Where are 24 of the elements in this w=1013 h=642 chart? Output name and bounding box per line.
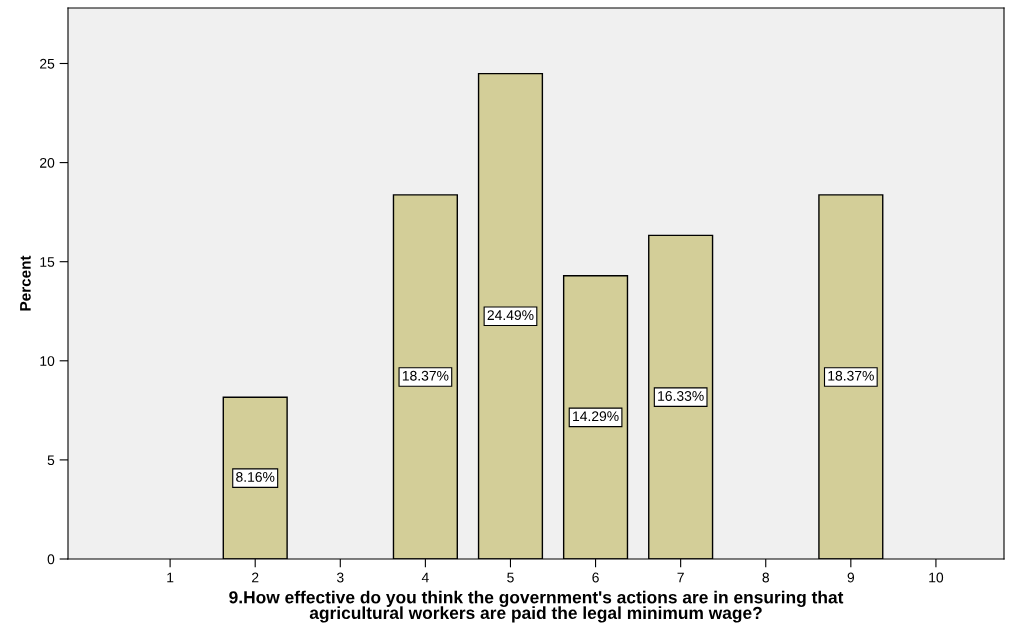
data-label: 18.37% [828,370,874,381]
data-label: 24.49% [487,310,534,321]
x-tick-label: 8 [762,572,769,583]
x-tick-label: 10 [929,572,944,583]
y-tick-label: 0 [47,554,55,565]
x-tick-label: 2 [252,572,259,583]
y-tick-label: 25 [40,58,55,69]
x-tick-label: 9 [847,572,855,583]
y-tick-label: 15 [40,257,55,267]
x-tick-label: 4 [421,572,429,583]
x-axis-title: 9.How effective do you think the government's actions are in ensuring that agricultural workers are paid the legal minimum wage? [229,590,844,623]
data-label: 18.37% [402,370,449,381]
data-label: 8.16% [236,472,275,482]
x-tick-label: 5 [507,572,514,583]
y-tick-label: 5 [47,455,55,466]
x-tick-label: 1 [167,572,174,583]
y-tick-label: 20 [40,157,55,168]
x-tick-label: 7 [677,572,684,583]
data-label: 16.33% [658,391,704,401]
x-tick-label: 6 [592,572,599,583]
x-tick-label: 3 [336,572,344,583]
y-axis-title: Percent [20,255,31,311]
y-tick-label: 10 [40,356,55,366]
data-label: 14.29% [573,411,619,422]
